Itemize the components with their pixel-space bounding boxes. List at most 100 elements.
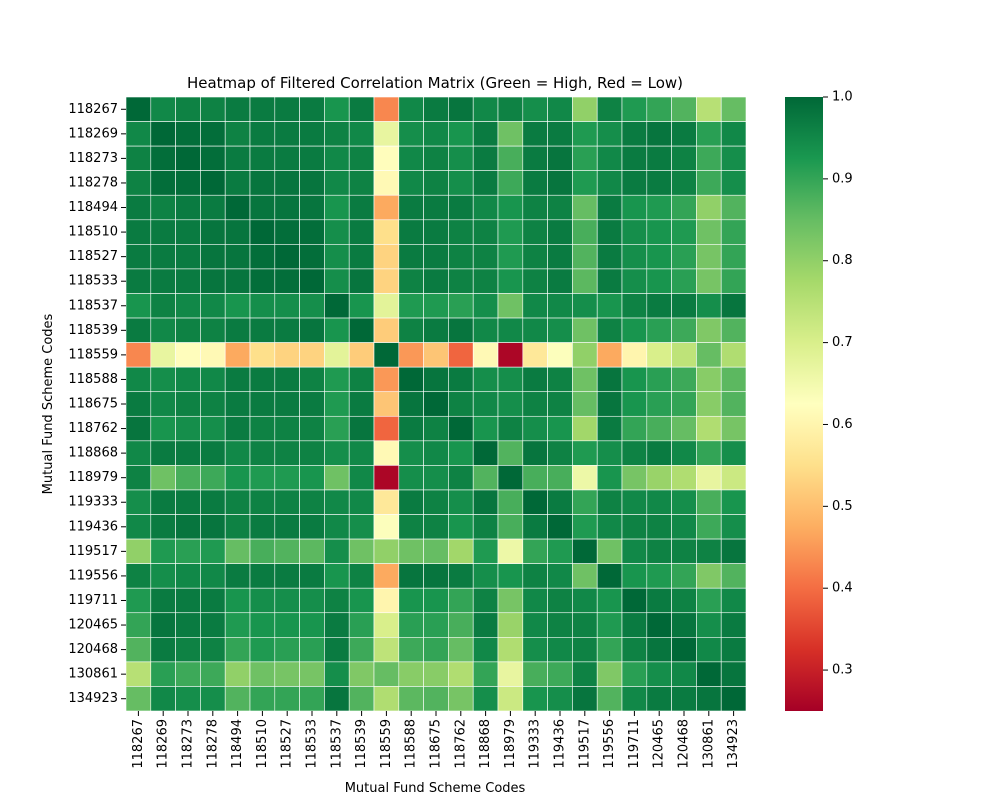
heatmap-cell [671, 342, 697, 368]
heatmap-cell [596, 170, 623, 196]
heatmap-cell [299, 194, 325, 221]
heatmap-cell [572, 514, 598, 540]
heatmap-cell [497, 415, 524, 442]
heatmap-cell [547, 121, 573, 147]
heatmap-cell [646, 637, 672, 663]
heatmap-cell [200, 96, 226, 122]
heatmap-cell [249, 317, 276, 343]
heatmap-cell [497, 317, 524, 343]
heatmap-cell [547, 587, 573, 614]
heatmap-cell [497, 194, 524, 221]
heatmap-cell [348, 415, 375, 442]
heatmap-cell [224, 170, 251, 196]
heatmap-cell [398, 170, 424, 196]
heatmap-cell [423, 563, 449, 589]
heatmap-cell [274, 587, 300, 614]
heatmap-cell [299, 170, 325, 196]
heatmap-cell [398, 415, 424, 442]
heatmap-cell [200, 563, 226, 589]
heatmap-cell [324, 686, 350, 712]
heatmap-cell [448, 317, 474, 343]
heatmap-cell [646, 465, 672, 491]
heatmap-cell [696, 563, 722, 589]
heatmap-cell [274, 391, 300, 417]
heatmap-cell [150, 145, 176, 171]
heatmap-cell [398, 514, 424, 540]
heatmap-cell [671, 317, 697, 343]
heatmap-cell [299, 514, 325, 540]
heatmap-cell [621, 587, 648, 614]
heatmap-cell [299, 415, 325, 442]
heatmap-cell [720, 415, 747, 442]
heatmap-cell [150, 686, 176, 712]
heatmap-cell [448, 489, 474, 515]
heatmap-cell [522, 514, 548, 540]
heatmap-cell [646, 686, 672, 712]
heatmap-cell [671, 194, 697, 221]
heatmap-cell [596, 145, 623, 171]
heatmap-cell [175, 342, 201, 368]
x-tick-label: 130861 [701, 719, 716, 769]
heatmap-cell [274, 538, 300, 564]
heatmap-cell [497, 170, 524, 196]
heatmap-cell [596, 661, 623, 687]
heatmap-cell [423, 514, 449, 540]
heatmap-cell [423, 415, 449, 442]
heatmap-cell [621, 268, 648, 294]
heatmap-cell [125, 391, 152, 417]
heatmap-cell [200, 587, 226, 614]
heatmap-cell [150, 194, 176, 221]
heatmap-cell [572, 219, 598, 245]
x-tick-label: 118494 [230, 719, 245, 769]
x-tick-label: 118539 [354, 719, 369, 769]
heatmap-cell [200, 244, 226, 270]
colorbar-tick-label: 0.5 [832, 499, 853, 514]
heatmap-cell [572, 465, 598, 491]
heatmap-cell [224, 587, 251, 614]
heatmap-cell [596, 219, 623, 245]
x-tick-label: 119517 [577, 719, 592, 769]
heatmap-cell [696, 219, 722, 245]
heatmap-cell [572, 293, 598, 319]
heatmap-cell [373, 637, 400, 663]
heatmap-cell [423, 612, 449, 638]
heatmap-cell [671, 415, 697, 442]
heatmap-cell [249, 538, 276, 564]
heatmap-cell [423, 391, 449, 417]
heatmap-cell [274, 366, 300, 393]
heatmap-cell [547, 489, 573, 515]
heatmap-cell [299, 686, 325, 712]
y-tick-label: 119333 [68, 495, 118, 510]
heatmap-cell [373, 194, 400, 221]
heatmap-cell [423, 587, 449, 614]
heatmap-cell [200, 317, 226, 343]
heatmap-cell [324, 612, 350, 638]
heatmap-cell [572, 170, 598, 196]
heatmap-cell [596, 489, 623, 515]
heatmap-cell [720, 268, 747, 294]
heatmap-cell [646, 538, 672, 564]
heatmap-cell [522, 244, 548, 270]
heatmap-cell [646, 219, 672, 245]
heatmap-cell [249, 465, 276, 491]
heatmap-cell [398, 489, 424, 515]
heatmap-cell [274, 194, 300, 221]
heatmap-cell [448, 194, 474, 221]
heatmap-cell [125, 170, 152, 196]
heatmap-cell [324, 244, 350, 270]
heatmap-cell [324, 219, 350, 245]
heatmap-cell [150, 587, 176, 614]
heatmap-cell [299, 489, 325, 515]
colorbar-tick-label: 1.0 [832, 90, 853, 105]
heatmap-cell [274, 268, 300, 294]
heatmap-cell [398, 268, 424, 294]
y-tick-label: 118273 [68, 151, 118, 166]
heatmap-cell [398, 440, 424, 466]
heatmap-cell [423, 686, 449, 712]
heatmap-cell [125, 244, 152, 270]
heatmap-cell [671, 514, 697, 540]
heatmap-cell [125, 317, 152, 343]
heatmap-cell [497, 440, 524, 466]
heatmap-cell [348, 194, 375, 221]
heatmap-cell [373, 219, 400, 245]
